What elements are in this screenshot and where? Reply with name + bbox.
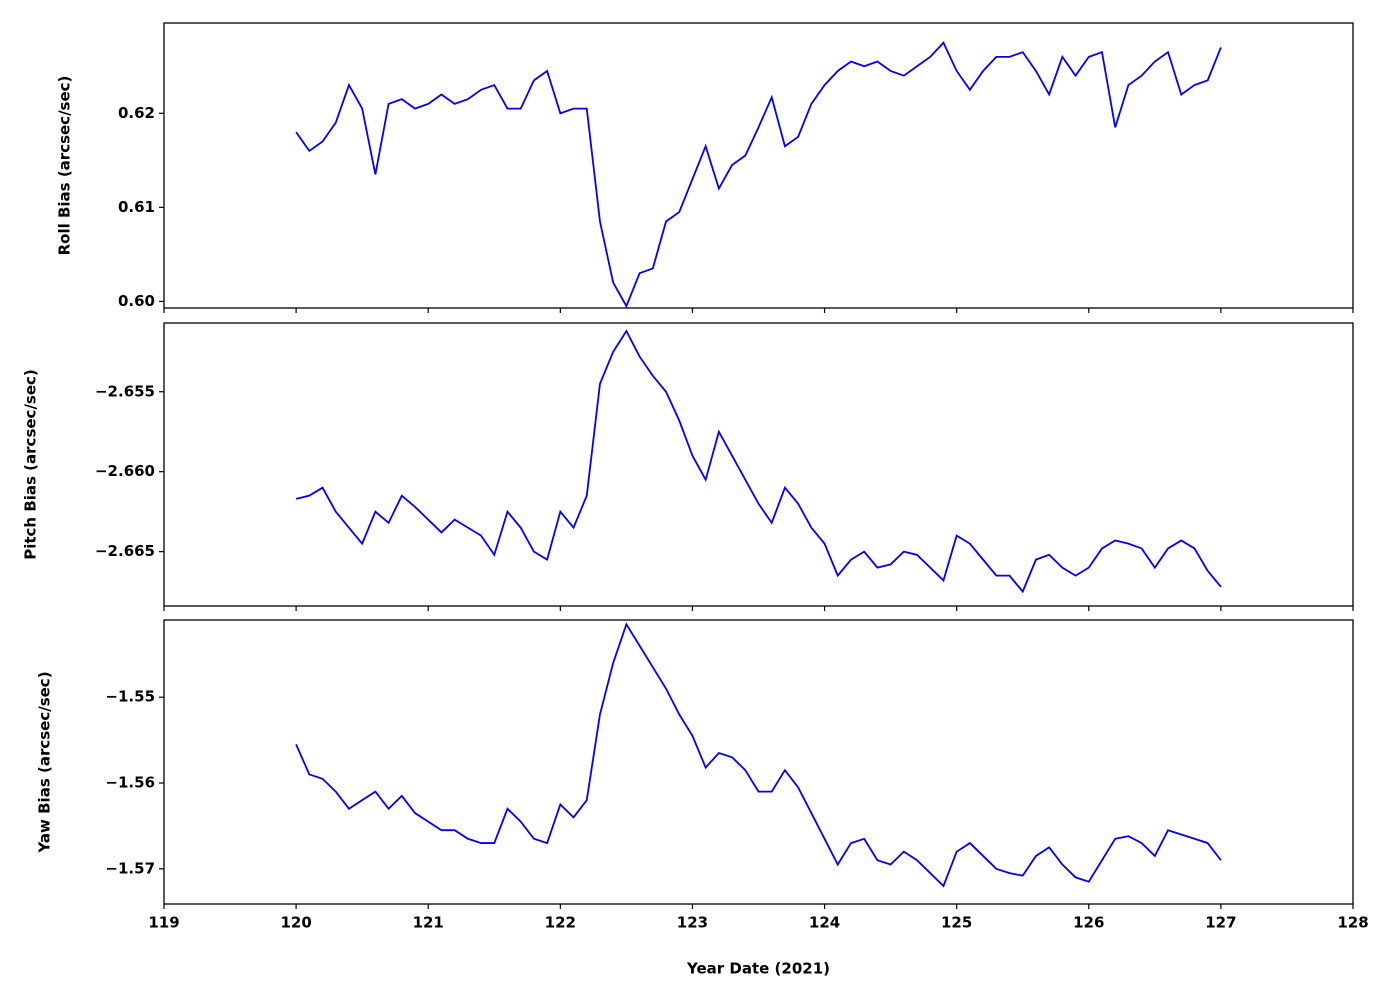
x-tick-label: 125: [941, 914, 972, 932]
y-tick-label: −2.655: [95, 382, 155, 400]
x-tick-label: 124: [809, 914, 840, 932]
y-tick-label: −2.660: [95, 462, 155, 480]
y-tick-label: −1.56: [105, 774, 155, 792]
x-tick-label: 128: [1337, 914, 1368, 932]
x-tick-label: 126: [1073, 914, 1104, 932]
data-line: [295, 622, 1222, 888]
x-tick-label: 122: [545, 914, 576, 932]
y-axis-label: Pitch Bias (arcsec/sec): [22, 369, 40, 560]
y-tick-label: −1.57: [105, 859, 155, 877]
axes-frame: [163, 322, 1354, 607]
y-axis-label: Yaw Bias (arcsec/sec): [36, 671, 54, 853]
x-tick-label: 123: [677, 914, 708, 932]
x-tick-label: 120: [280, 914, 311, 932]
y-tick-label: 0.62: [118, 104, 155, 122]
data-line: [295, 41, 1222, 308]
x-tick-label: 121: [413, 914, 444, 932]
y-tick-label: −1.55: [105, 688, 155, 706]
x-tick-label: 119: [148, 914, 179, 932]
axes-frame: [163, 22, 1354, 309]
y-tick-label: 0.61: [118, 198, 155, 216]
y-tick-label: 0.60: [118, 292, 155, 310]
x-tick-label: 127: [1205, 914, 1236, 932]
plot-area: [295, 622, 1222, 888]
plot-area: [295, 41, 1222, 308]
axes-frame: [163, 619, 1354, 905]
data-line: [295, 329, 1222, 594]
y-tick-label: −2.665: [95, 542, 155, 560]
y-axis-label: Roll Bias (arcsec/sec): [56, 76, 74, 256]
plot-area: [295, 329, 1222, 594]
x-axis-label: Year Date (2021): [686, 960, 830, 978]
